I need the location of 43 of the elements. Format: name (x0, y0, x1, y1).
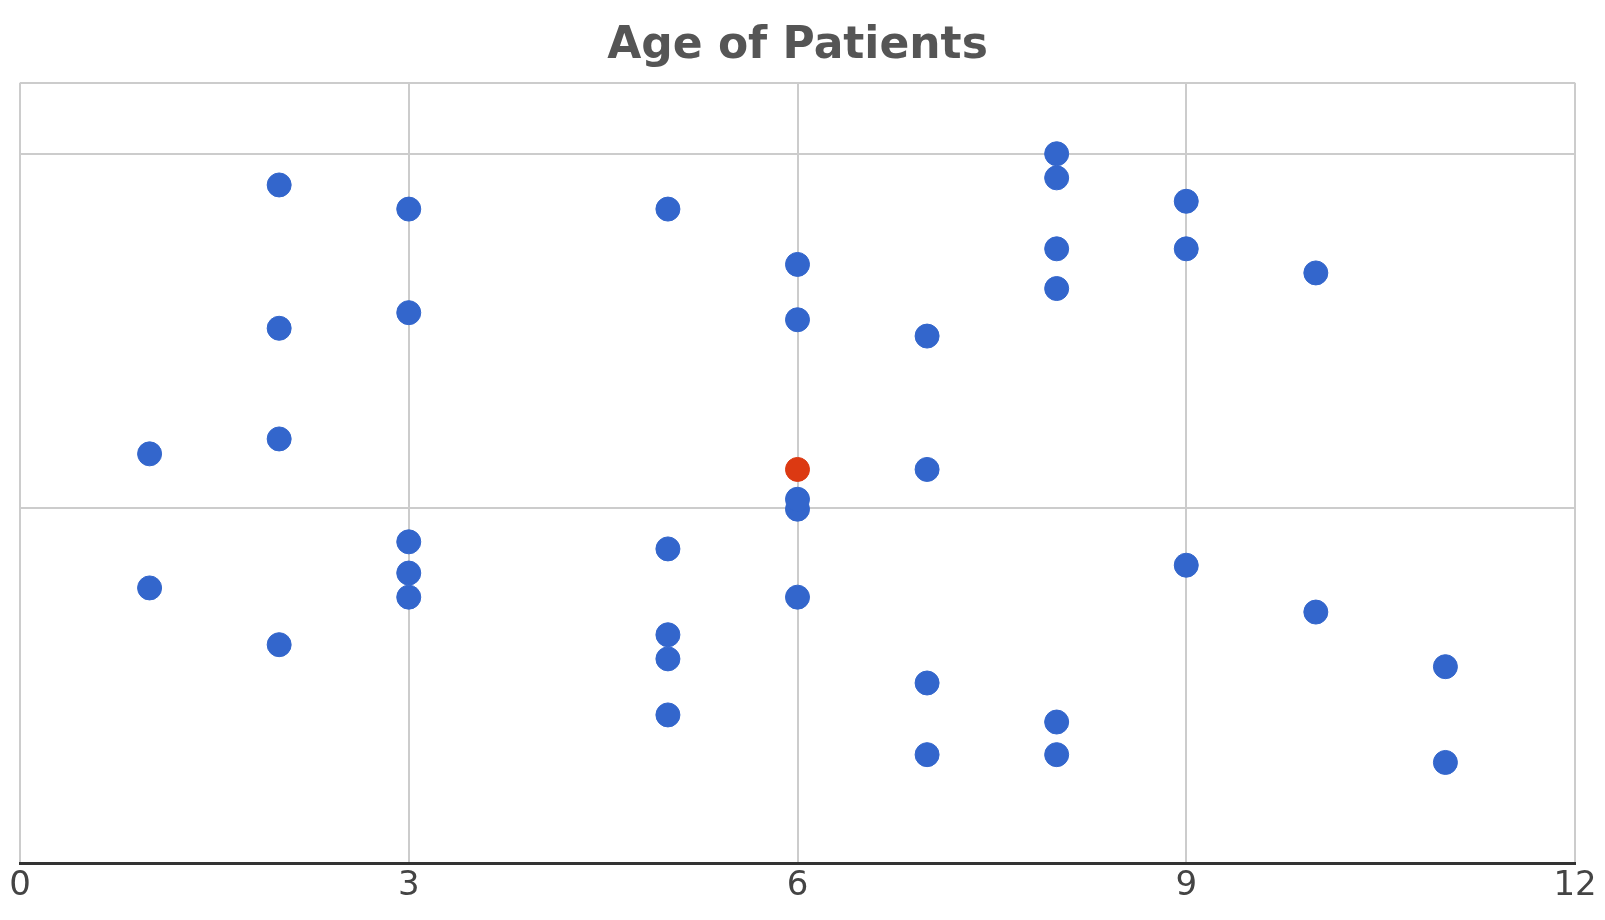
x-tick-label: 6 (786, 863, 809, 904)
point (396, 300, 422, 326)
x-tick-label: 12 (1553, 863, 1597, 904)
point (1432, 654, 1458, 680)
point (1044, 276, 1070, 302)
point (137, 575, 163, 601)
x-tick-label: 0 (9, 863, 31, 904)
point (1044, 236, 1070, 262)
x-tick-label: 3 (397, 863, 420, 904)
point (655, 702, 681, 728)
point (1432, 749, 1458, 775)
point (1044, 742, 1070, 768)
point (1173, 188, 1199, 214)
point (266, 315, 292, 341)
point (396, 560, 422, 586)
point (396, 196, 422, 222)
point (1303, 260, 1329, 286)
point (785, 251, 810, 277)
point (785, 456, 810, 482)
chart-title: Age of Patients (607, 16, 988, 68)
point (655, 622, 681, 648)
point (266, 632, 292, 658)
point (1173, 552, 1199, 578)
point (914, 456, 940, 482)
point (914, 742, 940, 768)
point (785, 307, 810, 333)
point (266, 172, 292, 198)
point (914, 323, 940, 349)
point (1044, 141, 1070, 167)
point (914, 670, 940, 696)
point (137, 441, 163, 467)
point (1173, 236, 1199, 262)
point (1303, 599, 1329, 625)
point (396, 529, 422, 555)
point (655, 536, 681, 562)
x-tick-label: 9 (1175, 863, 1198, 904)
point (655, 646, 681, 672)
point (785, 584, 810, 610)
point (1044, 165, 1070, 191)
point (655, 196, 681, 222)
point (396, 584, 422, 610)
point (1044, 709, 1070, 735)
point (266, 426, 292, 452)
